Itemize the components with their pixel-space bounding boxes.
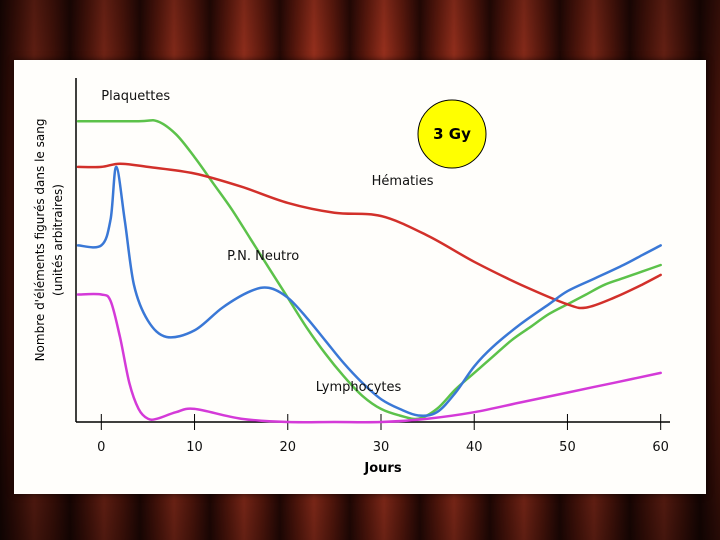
series-annotation: Hématies [372,174,434,189]
x-axis-label: Jours [363,461,401,476]
x-tick-group: 0 10 20 30 40 50 60 [97,414,669,455]
x-tick-label: 30 [373,440,390,455]
series-line-lymphocytes [76,292,662,424]
series-line-h-maties [76,162,662,310]
series-line-plaquettes [76,118,662,421]
x-tick-label: 10 [186,440,203,455]
series-annotation: Lymphocytes [316,380,402,395]
y-axis-label: Nombre d'éléments figurés dans le sang [33,119,47,362]
y-axis-sublabel: (unités arbitraires) [51,184,65,296]
series-line-p-n-neutro [76,165,662,417]
series-annotation: P.N. Neutro [227,249,299,264]
x-tick-label: 20 [279,440,296,455]
dose-badge-text: 3 Gy [433,125,471,143]
x-tick-label: 60 [652,440,669,455]
series-annotation: Plaquettes [101,89,170,104]
annotation-group: Plaquettes Hématies P.N. Neutro Lymphocytes [101,89,433,395]
x-tick-label: 40 [466,440,483,455]
x-tick-label: 50 [559,440,576,455]
dose-badge-circle [417,99,487,169]
series-group [76,118,662,424]
x-tick-label: 0 [97,440,105,455]
